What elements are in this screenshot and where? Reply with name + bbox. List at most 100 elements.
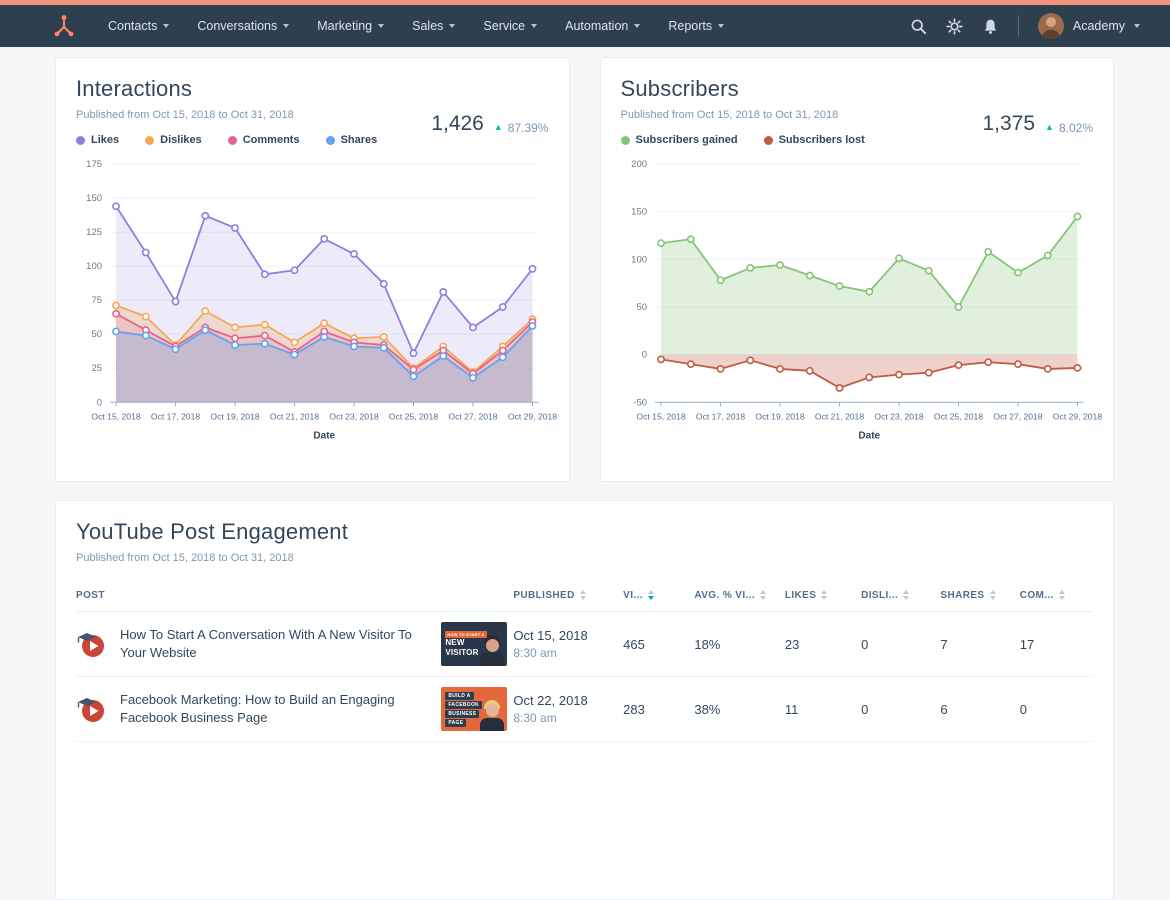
svg-text:Oct 27, 2018: Oct 27, 2018 [448,411,497,421]
column-header-avgvi[interactable]: AVG. % VI... [694,580,785,612]
avg-viewed-cell: 18% [694,611,785,677]
sort-icon[interactable] [821,590,828,601]
nav-item-service[interactable]: Service [469,5,551,47]
stat-delta: ▲ 8.02% [1045,120,1093,135]
legend-item-subscribers-lost[interactable]: Subscribers lost [763,134,865,146]
post-engagement-table: POST PUBLISHED VI... AVG. % VI... LIKES DISLI… [76,580,1093,742]
nav-item-marketing[interactable]: Marketing [303,5,398,47]
subscribers-total-stat: 1,375 ▲ 8.02% [982,112,1093,146]
chevron-down-icon [378,24,385,28]
legend-dot [145,135,155,145]
post-title[interactable]: How To Start A Conversation With A New V… [120,627,412,660]
chevron-down-icon [634,24,641,28]
video-thumbnail: HOW TO START A NEW VISITOR [441,622,508,666]
svg-text:50: 50 [91,329,102,340]
legend-item-likes[interactable]: Likes [76,134,119,146]
thumbnail-person [479,635,505,666]
nav-item-reports[interactable]: Reports [654,5,738,47]
sort-icon[interactable] [647,590,654,601]
trend-up-icon: ▲ [1045,122,1054,132]
legend-dot [76,135,85,145]
interactions-chart[interactable]: 0 25 50 75 100 125 150 175 Oct 15, 2018 Oct 17, 2… [76,154,557,454]
svg-text:Oct 17, 2018: Oct 17, 2018 [151,411,200,421]
thumbnail-person [479,700,505,731]
sort-icon[interactable] [760,590,767,601]
chevron-down-icon [718,24,725,28]
card-subtitle: Published from Oct 15, 2018 to Oct 31, 2… [76,109,294,121]
published-cell: Oct 22, 2018 8:30 am [513,676,624,742]
subscribers-card: Subscribers Published from Oct 15, 2018 … [599,57,1114,482]
video-thumbnail: BUILD A FACEBOOK BUSINESS PAGE [441,687,508,731]
legend-dot [763,135,773,145]
table-row[interactable]: How To Start A Conversation With A New V… [76,611,1093,677]
column-header-vi[interactable]: VI... [623,580,695,612]
svg-text:Oct 21, 2018: Oct 21, 2018 [814,411,863,421]
sort-icon[interactable] [903,590,910,601]
column-header-com[interactable]: COM... [1019,580,1093,612]
column-header-disli[interactable]: DISLI... [861,580,941,612]
svg-text:Oct 27, 2018: Oct 27, 2018 [993,411,1042,421]
trend-up-icon: ▲ [493,122,503,132]
svg-text:-50: -50 [633,397,647,408]
svg-text:0: 0 [641,350,646,361]
nav-item-conversations[interactable]: Conversations [183,5,303,47]
top-navbar: Contacts Conversations Marketing Sales S… [0,5,1170,47]
sort-icon[interactable] [1058,590,1065,601]
svg-text:Oct 19, 2018: Oct 19, 2018 [755,411,804,421]
svg-text:100: 100 [86,261,102,272]
likes-cell: 23 [784,611,862,677]
shares-cell: 7 [940,611,1020,677]
table-row[interactable]: Facebook Marketing: How to Build an Enga… [76,676,1093,742]
svg-text:Oct 15, 2018: Oct 15, 2018 [636,411,685,421]
nav-divider [1017,15,1019,37]
top-accent-strip [0,0,1170,5]
views-cell: 465 [623,611,695,677]
search-icon[interactable] [910,18,927,35]
interactions-card: Interactions Published from Oct 15, 2018… [55,57,570,482]
settings-gear-icon[interactable] [946,17,963,35]
svg-text:75: 75 [91,295,102,306]
hubspot-logo-icon[interactable] [52,13,76,39]
column-header-likes[interactable]: LIKES [784,580,862,612]
legend-item-shares[interactable]: Shares [325,134,377,146]
card-title-youtube-engagement: YouTube Post Engagement [76,519,349,544]
subscribers-chart[interactable]: -50 0 50 100 150 200 Oct 15, 2018 Oct 17, 2018 O… [621,154,1102,454]
legend-item-subscribers-gained[interactable]: Subscribers gained [620,134,738,146]
legend-item-comments[interactable]: Comments [227,134,300,146]
svg-text:175: 175 [86,159,102,170]
svg-text:150: 150 [631,207,647,218]
table-header-row: POST PUBLISHED VI... AVG. % VI... LIKES DISLI… [76,580,1093,612]
comments-cell: 17 [1019,611,1093,677]
stat-value: 1,426 [431,112,484,135]
nav-item-sales[interactable]: Sales [398,5,469,47]
sort-icon[interactable] [989,590,996,601]
card-subtitle: Published from Oct 15, 2018 to Oct 31, 2… [76,552,294,564]
stat-delta: ▲ 87.39% [493,120,549,135]
svg-text:50: 50 [636,302,647,313]
sort-icon[interactable] [579,590,586,601]
column-header-shares[interactable]: SHARES [940,580,1020,612]
avg-viewed-cell: 38% [694,676,785,742]
interactions-total-stat: 1,426 ▲ 87.39% [431,112,548,146]
chevron-down-icon [283,24,290,28]
chevron-down-icon [1134,24,1140,28]
post-title[interactable]: Facebook Marketing: How to Build an Enga… [120,692,395,725]
svg-text:Oct 15, 2018: Oct 15, 2018 [91,411,140,421]
legend-item-dislikes[interactable]: Dislikes [145,134,202,146]
account-menu[interactable]: Academy [1037,13,1140,39]
legend-dot [325,135,335,145]
youtube-channel-icon [76,628,108,660]
column-header-published[interactable]: PUBLISHED [513,580,624,612]
avatar [1037,13,1064,39]
chevron-down-icon [163,24,170,28]
nav-item-automation[interactable]: Automation [551,5,654,47]
shares-cell: 6 [940,676,1020,742]
card-subtitle: Published from Oct 15, 2018 to Oct 31, 2… [620,109,839,121]
nav-item-contacts[interactable]: Contacts [94,5,183,47]
svg-text:150: 150 [86,193,102,204]
notifications-bell-icon[interactable] [982,18,999,35]
dislikes-cell: 0 [861,676,941,742]
dashboard-body: Interactions Published from Oct 15, 2018… [0,47,1170,900]
svg-text:100: 100 [631,254,647,265]
youtube-channel-icon [76,693,108,725]
